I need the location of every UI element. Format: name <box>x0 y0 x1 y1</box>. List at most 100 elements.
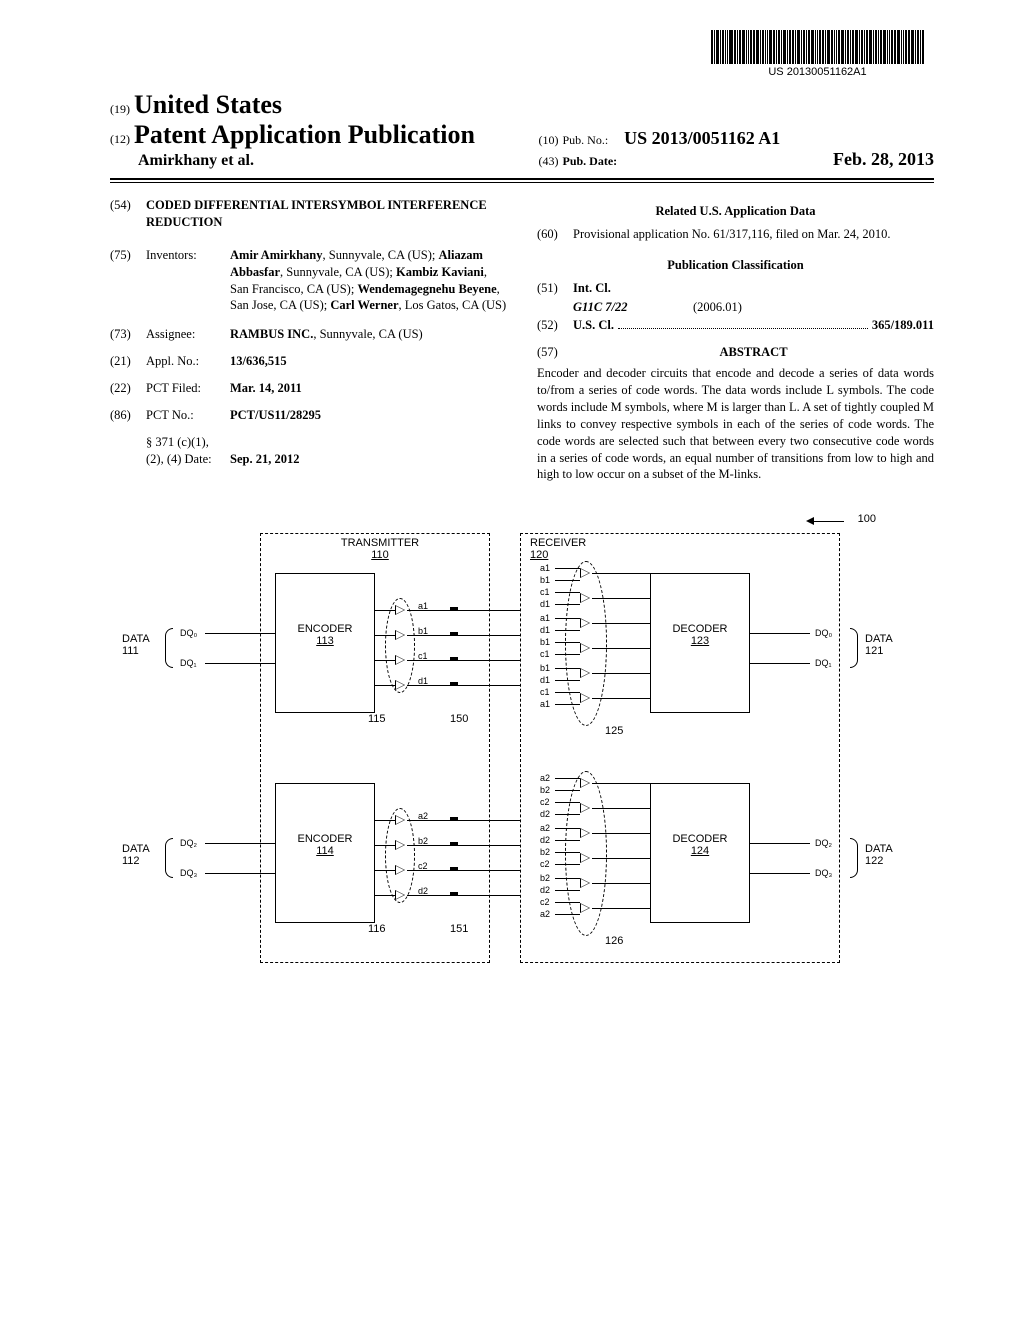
barcode-text: US 20130051162A1 <box>711 66 924 78</box>
brace-data-122 <box>850 838 858 878</box>
inventor-1: Amir Amirkhany <box>230 248 323 262</box>
label-uscl: U.S. Cl. <box>573 317 614 334</box>
inventors: Amir Amirkhany, Sunnyvale, CA (US); Alia… <box>230 247 507 315</box>
figure-1: 100 TRANSMITTER 110 RECEIVER 120 ENCODER… <box>110 513 934 983</box>
decoder-123-label: DECODER 123 <box>650 623 750 647</box>
pubno-code: (10) <box>538 133 558 147</box>
barcode-block: US 20130051162A1 <box>711 30 924 78</box>
comparator-icon <box>580 878 590 888</box>
pubno-label: Pub. No.: <box>562 133 608 147</box>
code-73: (73) <box>110 326 146 343</box>
code-60: (60) <box>537 226 573 243</box>
pubdate-code: (43) <box>538 154 558 168</box>
ref-100: 100 <box>858 513 876 525</box>
sub-371a: § 371 (c)(1), <box>146 434 507 451</box>
label-assignee: Assignee: <box>146 326 230 343</box>
intcl-class: G11C 7/22 <box>573 300 628 314</box>
ref-150: 150 <box>450 713 468 725</box>
header-left: (19) United States (12) Patent Applicati… <box>110 90 506 170</box>
comparator-icon <box>580 903 590 913</box>
code-22: (22) <box>110 380 146 397</box>
comparator-icon <box>580 643 590 653</box>
dq2-left: DQ₂ <box>180 838 197 848</box>
decoder-124-label: DECODER 124 <box>650 833 750 857</box>
comparator-icon <box>580 593 590 603</box>
coupling-cap-icon <box>450 867 458 871</box>
coupling-cap-icon <box>450 682 458 686</box>
dq1-left-1: DQ₁ <box>180 658 197 668</box>
right-column: Related U.S. Application Data (60) Provi… <box>537 197 934 483</box>
rule-thick <box>110 178 934 180</box>
dq3-right: DQ₃ <box>815 868 832 878</box>
biblio-columns: (54) CODED DIFFERENTIAL INTERSYMBOL INTE… <box>110 197 934 483</box>
pctfiled: Mar. 14, 2011 <box>230 381 302 395</box>
buffer-group-116-icon <box>385 808 415 903</box>
coupling-cap-icon <box>450 607 458 611</box>
data-111-label: DATA111 <box>122 633 150 657</box>
abstract-text: Encoder and decoder circuits that encode… <box>537 365 934 483</box>
coupling-cap-icon <box>450 892 458 896</box>
coupling-cap-icon <box>450 842 458 846</box>
encoder-114-label: ENCODER 114 <box>275 833 375 857</box>
comparator-icon <box>580 693 590 703</box>
dq0-right: DQ₀ <box>815 628 832 638</box>
code-51: (51) <box>537 280 573 297</box>
dq0-left-1: DQ₀ <box>180 628 197 638</box>
receiver-label: RECEIVER 120 <box>530 537 600 561</box>
dq3-left: DQ₃ <box>180 868 197 878</box>
authors: Amirkhany et al. <box>110 152 506 170</box>
pubno-value: US 2013/0051162 A1 <box>624 128 780 148</box>
label-inventors: Inventors: <box>146 247 230 315</box>
ref-115: 115 <box>368 713 386 725</box>
related-header: Related U.S. Application Data <box>537 203 934 220</box>
transmitter-label: TRANSMITTER 110 <box>330 537 430 561</box>
data-121-label: DATA121 <box>865 633 893 657</box>
intcl-date: (2006.01) <box>693 299 742 316</box>
country: United States <box>134 90 282 119</box>
comparator-icon <box>580 853 590 863</box>
code-86: (86) <box>110 407 146 424</box>
header: (19) United States (12) Patent Applicati… <box>110 90 934 170</box>
comparator-icon <box>580 828 590 838</box>
left-column: (54) CODED DIFFERENTIAL INTERSYMBOL INTE… <box>110 197 507 483</box>
provisional-text: Provisional application No. 61/317,116, … <box>573 226 934 243</box>
code-54: (54) <box>110 197 146 231</box>
code-52: (52) <box>537 317 573 334</box>
pubdate-label: Pub. Date: <box>562 154 617 168</box>
code-75: (75) <box>110 247 146 315</box>
code-57: (57) <box>537 344 573 361</box>
label-pctno: PCT No.: <box>146 407 230 424</box>
assignee: RAMBUS INC., Sunnyvale, CA (US) <box>230 326 507 343</box>
code-21: (21) <box>110 353 146 370</box>
patent-title: CODED DIFFERENTIAL INTERSYMBOL INTERFERE… <box>146 197 507 231</box>
pub-type-code: (12) <box>110 132 130 146</box>
patent-page: US 20130051162A1 (19) United States (12)… <box>0 0 1024 1013</box>
country-code: (19) <box>110 102 130 116</box>
data-112-label: DATA112 <box>122 843 150 867</box>
sub-371b: (2), (4) Date: <box>146 451 230 468</box>
brace-data-111 <box>165 628 173 668</box>
comparator-icon <box>580 778 590 788</box>
barcode <box>711 30 924 64</box>
pctno: PCT/US11/28295 <box>230 408 321 422</box>
dq1-right: DQ₁ <box>815 658 832 668</box>
inventor-4: Wendemagegnehu Beyene <box>357 282 496 296</box>
buffer-group-115-icon <box>385 598 415 693</box>
comparator-icon <box>580 668 590 678</box>
pub-type: Patent Application Publication <box>134 120 475 149</box>
uscl-value: 365/189.011 <box>872 317 934 334</box>
dq2-right: DQ₂ <box>815 838 832 848</box>
rule-thin <box>110 182 934 183</box>
dot-leader <box>618 321 868 330</box>
label-pctfiled: PCT Filed: <box>146 380 230 397</box>
brace-data-121 <box>850 628 858 668</box>
encoder-113-label: ENCODER 113 <box>275 623 375 647</box>
coupling-cap-icon <box>450 657 458 661</box>
coupling-cap-icon <box>450 632 458 636</box>
classification-header: Publication Classification <box>537 257 934 274</box>
inventor-3: Kambiz Kaviani <box>396 265 484 279</box>
applno: 13/636,515 <box>230 354 287 368</box>
brace-data-112 <box>165 838 173 878</box>
ref-126: 126 <box>605 935 623 947</box>
ref-100-leader <box>814 521 844 522</box>
